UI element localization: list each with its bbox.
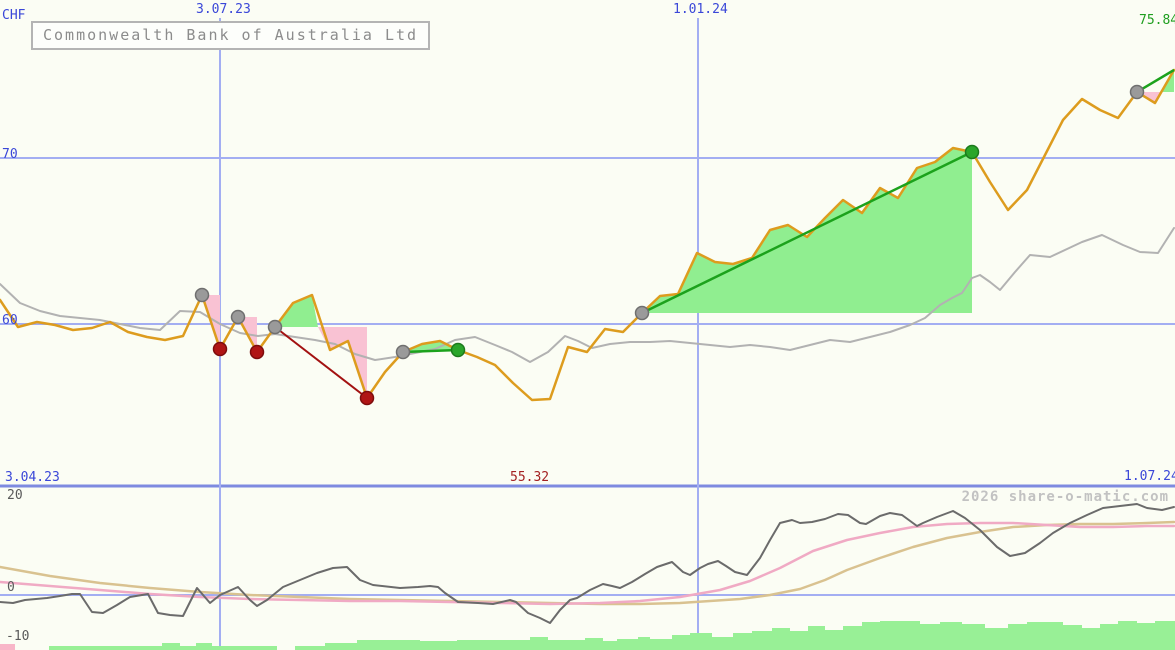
x-axis-date-jul23: 3.07.23 <box>196 2 251 17</box>
x-axis-date-jan24: 1.01.24 <box>673 2 728 17</box>
indicator-main-line <box>0 503 1175 624</box>
peak-gray-marker <box>1129 84 1145 100</box>
moving-average-line <box>0 227 1175 363</box>
chart-title: Commonwealth Bank of Australia Ltd <box>31 21 431 50</box>
indicator-tick-20: 20 <box>7 488 23 503</box>
y-axis-tick-60: 60 <box>2 313 18 328</box>
trough-red-marker <box>212 341 228 357</box>
trough-red-marker <box>249 344 265 360</box>
watermark: 2026 share-o-matic.com <box>961 489 1169 505</box>
y-axis-tick-70: 70 <box>2 147 18 162</box>
trend-markers <box>194 84 1145 406</box>
price-line <box>0 68 1175 402</box>
indicator-tan-line <box>0 520 1175 606</box>
end-green-marker <box>450 342 466 358</box>
x-axis-date-jul24: 1.07.24 <box>1124 469 1175 484</box>
peak-gray-marker <box>230 309 246 325</box>
trend-fills <box>202 70 1174 398</box>
gridlines <box>0 18 1175 647</box>
peak-gray-marker <box>194 287 210 303</box>
peak-gray-marker <box>395 344 411 360</box>
end-green-marker <box>964 144 980 160</box>
indicator-tick-neg10: -10 <box>6 629 30 644</box>
trough-red-marker <box>359 390 375 406</box>
peak-gray-marker <box>267 319 283 335</box>
trough-price-label: 55.32 <box>510 470 550 485</box>
indicator-tick-0: 0 <box>7 580 15 595</box>
indicator-pink-line <box>0 521 1175 606</box>
data-series <box>0 68 1175 624</box>
x-axis-date-apr23: 3.04.23 <box>5 470 60 485</box>
peak-gray-marker <box>634 305 650 321</box>
last-price-label: 75.84 <box>1139 13 1175 28</box>
currency-label: CHF <box>2 8 26 23</box>
volume-histogram <box>0 621 1175 650</box>
